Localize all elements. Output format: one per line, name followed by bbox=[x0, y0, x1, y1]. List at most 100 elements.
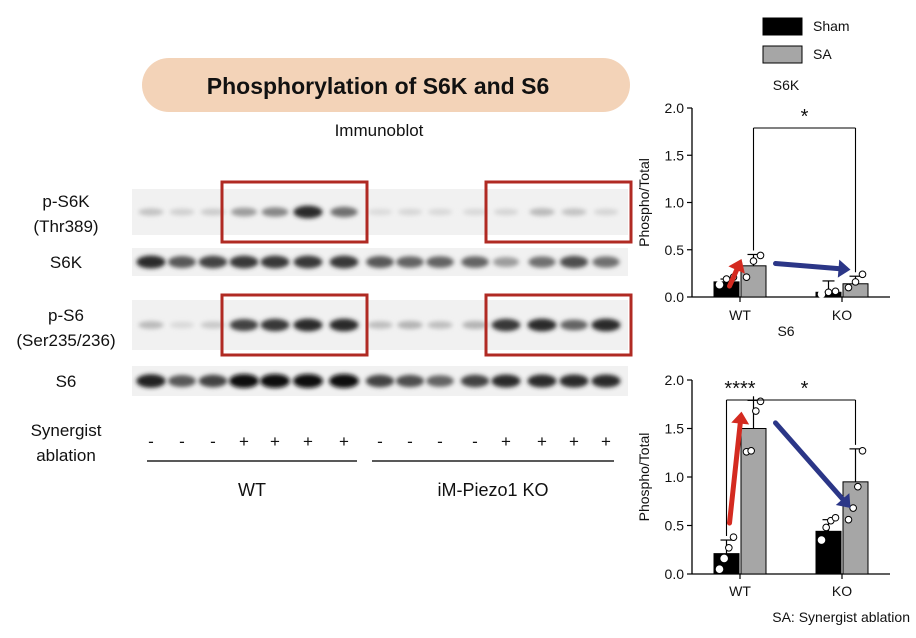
blot-band bbox=[426, 375, 454, 387]
treatment-sign: + bbox=[601, 432, 611, 451]
data-point bbox=[729, 533, 738, 541]
data-point bbox=[831, 287, 840, 296]
y-tick-label: 0.5 bbox=[665, 518, 685, 534]
blot-band bbox=[229, 255, 259, 269]
x-tick-label: KO bbox=[832, 583, 852, 599]
highlight-box-ko bbox=[484, 293, 633, 357]
group-label: WT bbox=[238, 480, 266, 500]
blot-row-label: p-S6K bbox=[42, 192, 90, 211]
blot-band bbox=[169, 208, 195, 216]
blot-band bbox=[528, 256, 556, 268]
blot-band bbox=[261, 207, 289, 217]
blot-band bbox=[200, 321, 226, 329]
significance-label: * bbox=[801, 106, 809, 128]
treatment-sign: + bbox=[270, 432, 280, 451]
blot-band bbox=[427, 321, 453, 329]
blot-band bbox=[591, 374, 621, 388]
blot-band bbox=[260, 318, 290, 332]
blot-band bbox=[559, 255, 589, 269]
blot-band bbox=[367, 208, 393, 216]
blot-row-label: S6 bbox=[56, 372, 77, 391]
group-label: iM-Piezo1 KO bbox=[437, 480, 548, 500]
significance-label: * bbox=[801, 378, 809, 400]
treatment-sign: - bbox=[148, 432, 154, 451]
increase-arrow-head bbox=[728, 259, 745, 274]
blot-band bbox=[293, 374, 323, 388]
blot-band bbox=[491, 318, 521, 332]
blot-band bbox=[462, 321, 488, 329]
blot-band bbox=[136, 374, 166, 388]
data-point bbox=[720, 554, 728, 563]
blot-band bbox=[229, 374, 259, 388]
figure-title: Phosphorylation of S6K and S6 bbox=[207, 73, 549, 99]
data-point bbox=[844, 283, 853, 292]
s6k-bar-chart: S6K 0.0 0.5 1.0 1.5 2.0 Phospho/Total WT KO * bbox=[636, 77, 890, 323]
blot-band bbox=[529, 208, 555, 216]
legend: Sham SA bbox=[762, 17, 850, 64]
blot-band bbox=[293, 318, 323, 332]
blot-band bbox=[329, 255, 359, 269]
blot-band bbox=[200, 208, 226, 216]
treatment-sign: - bbox=[179, 432, 185, 451]
blot-band bbox=[329, 374, 359, 388]
blot-band bbox=[591, 318, 621, 332]
y-tick-label: 1.0 bbox=[665, 469, 685, 485]
x-tick-label: KO bbox=[832, 307, 852, 323]
title-pill bbox=[142, 58, 630, 112]
blot-band bbox=[560, 319, 588, 331]
blot-row-label: p-S6 bbox=[48, 306, 84, 325]
blot-row-label: (Thr389) bbox=[33, 217, 98, 236]
blot-band bbox=[330, 206, 358, 218]
blot-band bbox=[293, 205, 323, 219]
data-point bbox=[822, 523, 830, 532]
blot-band bbox=[168, 256, 196, 268]
blot-band bbox=[229, 319, 259, 331]
y-tick-label: 0.0 bbox=[665, 566, 685, 582]
x-tick-label: WT bbox=[729, 307, 751, 323]
increase-arrow-head bbox=[731, 411, 750, 425]
data-point bbox=[858, 270, 867, 279]
blot-band bbox=[367, 321, 393, 329]
y-axis-label: Phospho/Total bbox=[636, 158, 652, 247]
legend-swatch bbox=[762, 45, 803, 64]
treatment-sign: + bbox=[339, 432, 349, 451]
blot-band bbox=[492, 256, 520, 268]
data-point bbox=[752, 407, 760, 415]
blot-band bbox=[426, 256, 454, 268]
data-point bbox=[858, 447, 867, 455]
data-point bbox=[851, 278, 860, 286]
blot-heading: Immunoblot bbox=[335, 121, 424, 140]
y-tick-label: 1.5 bbox=[665, 147, 685, 163]
y-tick-label: 2.0 bbox=[665, 100, 685, 116]
bar-sa-wt bbox=[740, 265, 767, 298]
blot-band bbox=[366, 256, 394, 268]
treatment-sign: + bbox=[303, 432, 313, 451]
blot-band bbox=[593, 208, 619, 216]
treatment-sign: + bbox=[537, 432, 547, 451]
blot-band bbox=[527, 374, 557, 388]
blot-band bbox=[230, 207, 258, 217]
decrease-arrow-shaft bbox=[773, 420, 846, 502]
blot-band bbox=[561, 208, 587, 216]
blot-band bbox=[559, 374, 589, 388]
immunoblot-panel: p-S6K (Thr389) S6K p-S6 (Ser235/236) S6 Synerg… bbox=[16, 180, 633, 500]
treatment-sign: - bbox=[472, 432, 478, 451]
blot-band bbox=[396, 256, 424, 268]
data-point bbox=[742, 273, 751, 281]
blot-band bbox=[491, 374, 521, 388]
blot-band bbox=[460, 374, 490, 388]
footnote: SA: Synergist ablation bbox=[772, 609, 910, 625]
blot-band bbox=[493, 208, 519, 216]
data-point bbox=[831, 513, 840, 522]
increase-arrow-shaft bbox=[727, 421, 743, 526]
blot-band bbox=[397, 208, 423, 216]
decrease-arrow-head bbox=[835, 493, 851, 509]
blot-band bbox=[260, 255, 290, 269]
data-point bbox=[817, 536, 826, 544]
data-point bbox=[715, 565, 724, 573]
highlight-box-ko bbox=[484, 180, 633, 244]
treatment-sign: - bbox=[377, 432, 383, 451]
blot-band bbox=[592, 256, 620, 268]
